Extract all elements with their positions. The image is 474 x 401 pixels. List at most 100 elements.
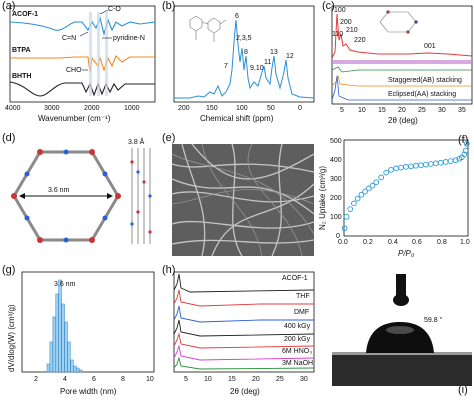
isotherm-point [383,169,390,176]
iso-ylabel: N₂ Uptake (cm³/g) [318,166,327,230]
ftir-xticks: 4000 3000 2000 1000 [5,105,140,112]
panel-h: (h) ACOF-1 THF DMF 400 kGy 200 kGy 6M HN… [160,264,316,401]
nmr-xtick: 200 [178,105,190,112]
stab-acof1-line [173,273,315,293]
sem-fibers-icon [172,144,314,256]
pxrd-chart: 100 110 200 210 220 001 Staggered(AB) st… [331,5,473,125]
nmr-chart: 6 2,3,5 8 7 9,10 13 11 12 200 150 100 50… [173,5,315,123]
iso-xtick: 0.4 [388,239,398,246]
isotherm-point [362,188,368,195]
isotherm-point [373,179,380,186]
pxrd-xtick: 15 [378,107,386,114]
iso-ytick: 400 [330,157,342,164]
substrate [332,352,472,386]
iso-yticks: 0 100 200 300 400 500 [330,138,342,240]
psd-bar [49,341,53,373]
ftir-bhth-line [9,81,155,97]
nmr-xtick: 150 [206,105,218,112]
stab-label-hno3: 6M HNO₃ [282,348,312,355]
iso-ytick: 100 [330,214,342,221]
panel-b-label: (b) [162,0,176,12]
stab-400kgy-line [173,319,315,337]
iso-xticks: 0.0 0.2 0.4 0.6 0.8 1.0 [338,239,470,246]
ftir-ann-co: C-O [108,6,121,13]
nmr-spectrum-line [174,19,315,99]
ftir-xtick: 4000 [5,105,21,112]
stab-xlabel: 2θ (deg) [230,387,260,396]
stab-200kgy-line [173,332,315,349]
nmr-peak-12: 12 [286,53,294,60]
panel-i: (i) 59.8 ° [318,264,474,401]
iso-ytick: 200 [330,195,342,202]
stab-label-200kgy: 200 kGy [284,336,311,343]
isotherm-point [354,195,361,202]
nmr-xticks: 200 150 100 50 0 [178,105,302,112]
pxrd-hkl-210: 210 [346,27,358,34]
psd-bar [55,293,59,373]
stability-chart: ACOF-1 THF DMF 400 kGy 200 kGy 6M HNO₃ 3… [173,271,315,396]
pxrd-hkl-001: 001 [424,43,436,50]
isotherm-chart: 0 100 200 300 400 500 0.0 0.2 0.4 0.6 0.… [318,138,470,258]
stacked-layers-icon [131,148,151,244]
panel-a-label: (a) [2,0,16,12]
iso-xtick: 0.6 [412,239,422,246]
isotherm-point [452,157,459,164]
isotherm-point [341,225,348,232]
panel-e-label: (e) [162,132,176,144]
iso-xtick: 0.8 [437,239,447,246]
stab-xtick: 15 [228,376,236,383]
framework-structure: 3.6 nm 3.8 Å [11,137,152,244]
psd-bar [70,359,74,373]
stab-label-400kgy: 400 kGy [284,323,311,330]
panel-c: (c) 100 110 200 210 220 001 Staggered(AB… [318,0,474,128]
stab-dmf-line [173,305,314,323]
ftir-ann-pyridine: pyridine-N [113,35,145,42]
stab-xtick: 25 [276,376,284,383]
nmr-peak-13: 13 [270,49,278,56]
pxrd-hkl-110: 110 [332,31,343,38]
psd-xlabel: Pore width (nm) [60,387,117,396]
pxrd-hkl-220: 220 [354,37,366,44]
ftir-chart: ACOF-1 BTPA BHTH C-O C=N pyridine-N CHO … [5,5,156,123]
pxrd-xticks: 5 10 15 20 25 30 35 [340,107,466,114]
isotherm-point [343,213,350,220]
psd-peak-label: 3.6 nm [54,281,76,288]
isotherm-point [418,162,424,169]
panel-e: (e) [160,132,316,260]
iso-xtick: 1.0 [460,239,470,246]
psd-xtick: 2 [34,376,38,383]
panel-b: (b) 6 2,3,5 8 7 9,10 13 11 12 200 150 10… [160,0,316,128]
isotherm-point [462,147,469,154]
psd-bar [61,303,65,373]
ftir-xtick: 2000 [84,105,100,112]
panel-a: (a) ACOF-1 BTPA BHTH C-O C=N pyridine-N … [0,0,158,128]
stab-xtick: 30 [300,376,308,383]
pxrd-staggered-line [331,74,472,87]
panel-g: (g) 3.6 nm 2 4 6 8 10 Pore width (nm) dV… [0,264,158,401]
isotherm-point [432,160,439,167]
ftir-label-btpa: BTPA [12,47,31,54]
pxrd-hkl-200: 200 [340,19,352,26]
needle-icon [396,274,406,300]
isotherm-point [351,200,357,207]
stab-xtick: 5 [184,376,188,383]
panel-h-label: (h) [162,264,176,276]
pxrd-experimental-line [331,13,473,59]
stab-thf-line [173,289,314,307]
nmr-peak-11: 11 [264,59,271,66]
stab-xtick: 20 [252,376,260,383]
nmr-peak-7: 7 [224,63,228,70]
isotherm-point [393,165,399,172]
stab-label-thf: THF [296,293,310,300]
nmr-peak-6: 6 [235,13,239,20]
sem-image [172,144,314,256]
nmr-molecule-icon [189,15,227,42]
pxrd-hkl-100: 100 [334,7,346,14]
psd-bar [64,321,68,373]
contact-angle-value: 59.8 ° [424,316,443,324]
nmr-xtick: 0 [298,105,302,112]
isotherm-point [398,164,404,171]
isotherm-point [461,151,468,158]
pxrd-xtick: 25 [418,107,426,114]
pxrd-eclipsed-line [331,75,472,101]
